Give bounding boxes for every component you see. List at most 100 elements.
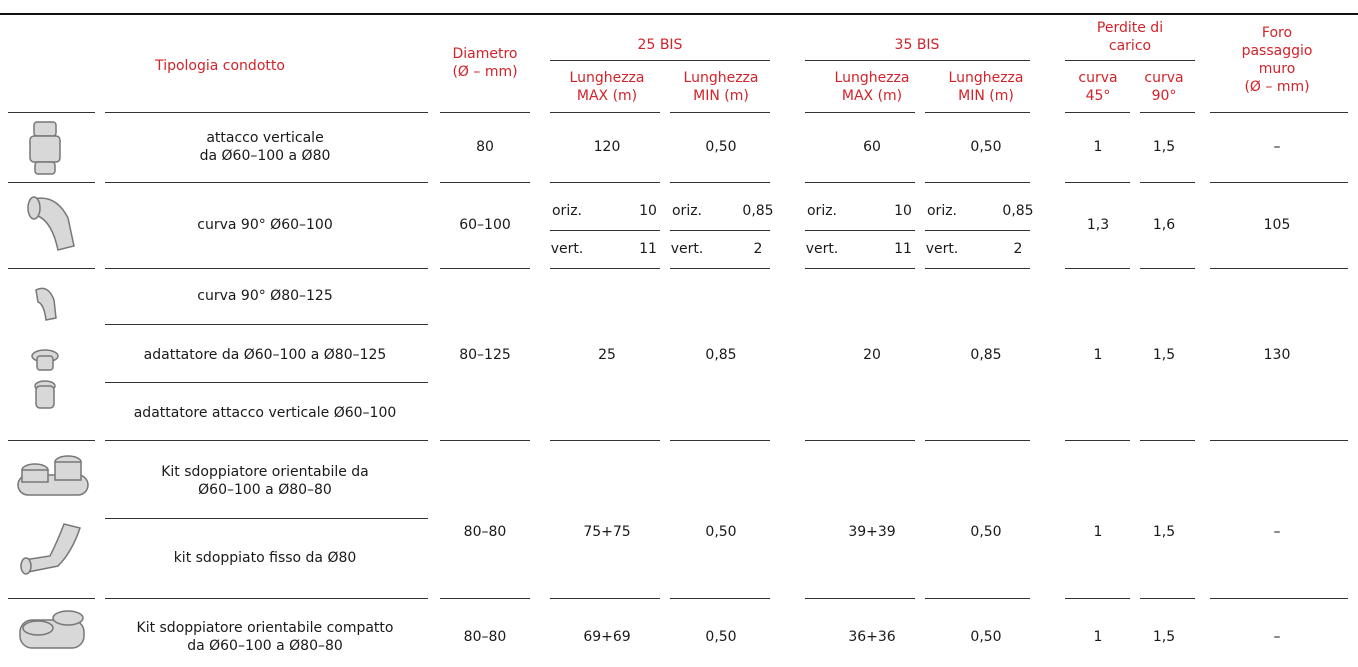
pair-label: vert.	[925, 241, 959, 257]
description: curva 90° Ø60–100	[197, 217, 333, 233]
pair-value: 0,85	[1002, 203, 1034, 219]
value: 25	[598, 347, 616, 363]
value: 1	[1093, 629, 1103, 645]
header-cell: 25 BIS	[637, 37, 683, 53]
rule	[440, 112, 530, 113]
rule	[925, 182, 1030, 183]
subheader-cell: curva 90°	[1144, 70, 1184, 104]
rule	[805, 112, 915, 113]
rule	[550, 440, 660, 441]
rule	[805, 598, 915, 599]
value: 0,50	[705, 139, 737, 155]
subheader-cell: Lunghezza MAX (m)	[834, 70, 910, 104]
rule	[8, 598, 95, 599]
rule	[105, 323, 428, 325]
pair-label: vert.	[550, 241, 584, 257]
value: 1,5	[1152, 347, 1176, 363]
pair-value: 11	[639, 241, 657, 257]
rule	[105, 268, 428, 269]
rule	[1140, 112, 1195, 113]
rule	[8, 182, 95, 183]
value: 80	[476, 139, 494, 155]
description: kit sdoppiato fisso da Ø80	[173, 550, 357, 566]
pair-label: oriz.	[551, 203, 583, 219]
value: –	[1273, 629, 1281, 645]
rule	[440, 268, 530, 269]
rule	[1140, 182, 1195, 183]
rule	[670, 112, 770, 113]
header-cell: Perdite di carico	[1096, 20, 1164, 54]
rule	[1065, 182, 1130, 183]
rule	[925, 230, 1030, 231]
description: attacco verticale da Ø60–100 a Ø80	[199, 130, 331, 164]
pair-value: 2	[1013, 241, 1023, 257]
value: 39+39	[848, 524, 896, 540]
rule	[440, 182, 530, 183]
value: 0,85	[970, 347, 1002, 363]
rule	[0, 13, 1358, 15]
value: 0,50	[970, 524, 1002, 540]
header-cell: Foro passaggio muro (Ø – mm)	[1241, 25, 1313, 95]
subheader-cell: curva 45°	[1078, 70, 1118, 104]
description: adattatore da Ø60–100 a Ø80–125	[143, 347, 387, 363]
rule	[670, 440, 770, 441]
pair-label: oriz.	[926, 203, 958, 219]
rule	[440, 598, 530, 599]
value: 0,50	[970, 629, 1002, 645]
pair-value: 0,85	[742, 203, 774, 219]
pair-value: 10	[894, 203, 912, 219]
pair-label: oriz.	[671, 203, 703, 219]
rule	[550, 60, 770, 61]
rule	[1140, 440, 1195, 441]
icon-attacco	[29, 121, 61, 175]
rule	[925, 440, 1030, 441]
value: 1	[1093, 524, 1103, 540]
value: 69+69	[583, 629, 631, 645]
value: 60–100	[459, 217, 511, 233]
rule	[105, 112, 428, 113]
rule	[105, 382, 428, 383]
rule	[805, 440, 915, 441]
rule	[8, 112, 95, 113]
value: 0,50	[705, 524, 737, 540]
rule	[550, 112, 660, 113]
icon-adattatori	[31, 287, 59, 409]
pair-label: vert.	[670, 241, 704, 257]
rule	[440, 440, 530, 441]
value: 120	[593, 139, 621, 155]
value: 0,85	[705, 347, 737, 363]
rule	[105, 517, 428, 519]
value: 60	[863, 139, 881, 155]
icons	[17, 121, 89, 649]
rule	[1065, 268, 1130, 269]
pair-value: 11	[894, 241, 912, 257]
rule	[550, 182, 660, 183]
rule	[105, 598, 428, 599]
rule	[1210, 112, 1348, 113]
rule	[1210, 440, 1348, 441]
rule	[105, 440, 428, 441]
value: 1,6	[1152, 217, 1176, 233]
rule	[805, 60, 1030, 61]
rule	[925, 112, 1030, 113]
value: 1	[1093, 139, 1103, 155]
rule	[8, 268, 95, 269]
value: 1,3	[1086, 217, 1110, 233]
value: 0,50	[970, 139, 1002, 155]
header-cell: Diametro (Ø – mm)	[452, 46, 518, 80]
icon-sdoppiato-fisso	[20, 523, 81, 575]
rule	[670, 598, 770, 599]
rule	[805, 230, 915, 231]
rule	[805, 182, 915, 183]
pair-label: vert.	[805, 241, 839, 257]
rule	[1065, 440, 1130, 441]
rule	[1210, 268, 1348, 269]
value: 20	[863, 347, 881, 363]
icon-compatto	[19, 610, 85, 649]
value: 75+75	[583, 524, 631, 540]
description: curva 90° Ø80–125	[197, 288, 333, 304]
pair-value: 2	[753, 241, 763, 257]
value: 0,50	[705, 629, 737, 645]
value: 1,5	[1152, 524, 1176, 540]
value: 105	[1263, 217, 1291, 233]
